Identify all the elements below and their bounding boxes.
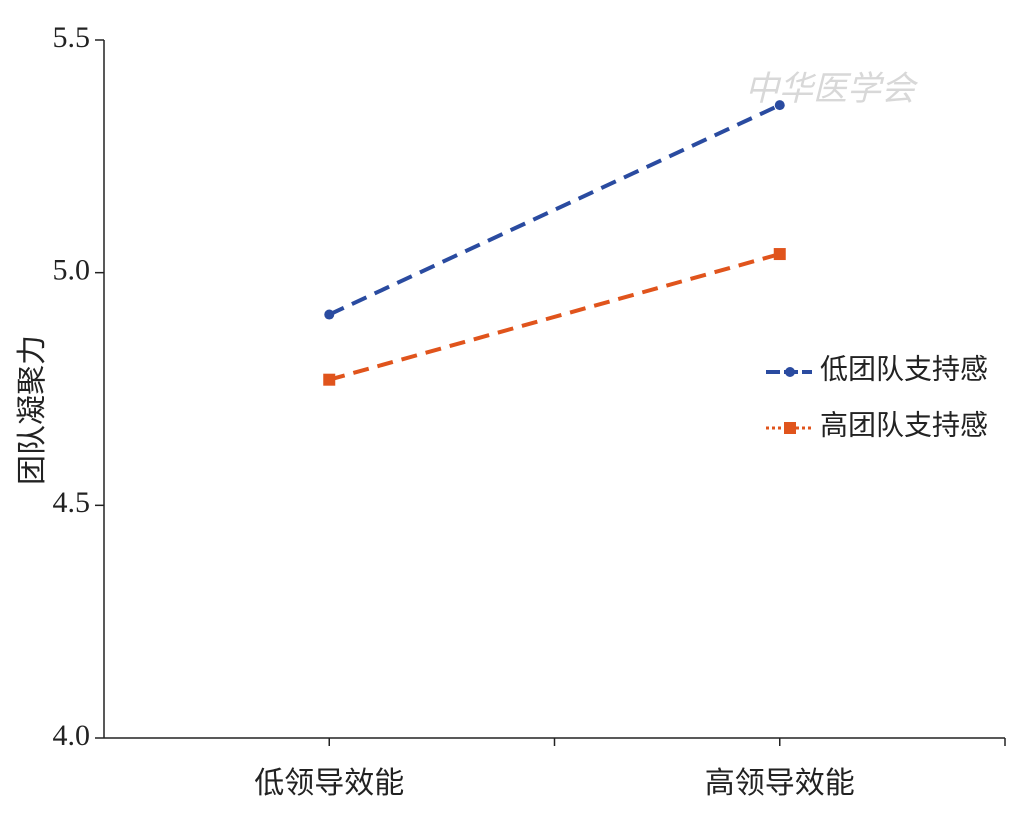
legend-label: 高团队支持感 [820, 409, 988, 441]
series-line [328, 103, 781, 317]
legend-marker [785, 367, 795, 377]
x-tick-label: 高领导效能 [705, 767, 855, 800]
legend-label: 低团队支持感 [820, 353, 988, 385]
legend-marker [784, 422, 796, 434]
y-tick-label: 5.5 [53, 21, 91, 54]
y-tick-label: 4.5 [53, 486, 91, 519]
marker [324, 309, 335, 320]
series-line [328, 252, 781, 382]
marker [773, 248, 786, 261]
y-axis-label: 团队凝聚力 [16, 335, 49, 485]
marker [774, 100, 785, 111]
marker [323, 373, 336, 386]
y-tick-label: 4.0 [53, 719, 91, 752]
y-tick-label: 5.0 [53, 254, 91, 287]
watermark: 中华医学会 [745, 71, 919, 108]
x-tick-label: 低领导效能 [254, 767, 404, 800]
